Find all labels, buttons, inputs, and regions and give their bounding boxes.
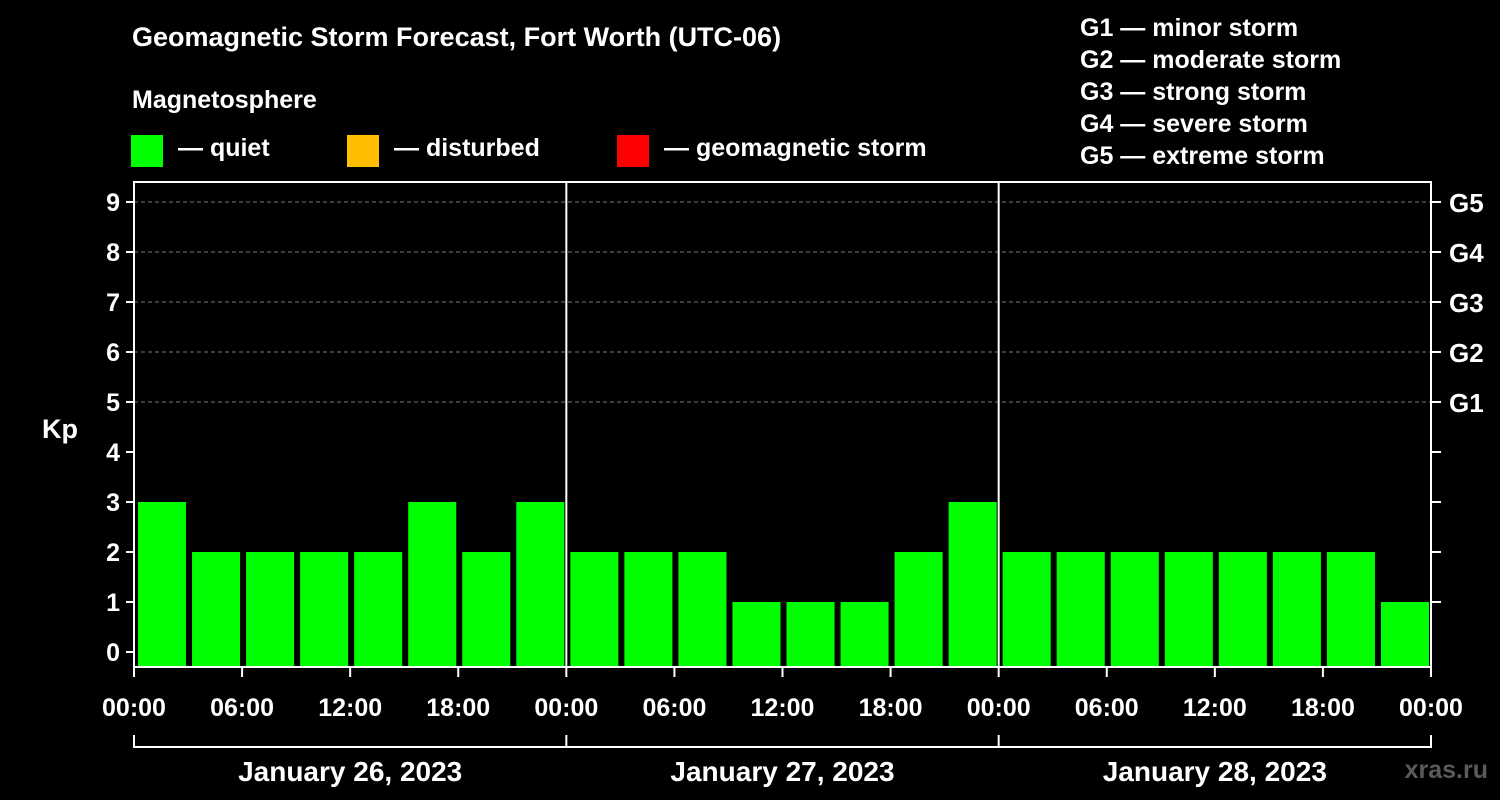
kp-bar [192,552,241,667]
g-scale-g2: G2 — moderate storm [1080,46,1342,74]
kp-bar [462,552,511,667]
kp-bar [1218,552,1267,667]
x-tick-label: 18:00 [859,694,923,722]
legend-label-quiet: — quiet [178,134,270,162]
day-label: January 27, 2023 [670,756,894,787]
y-tick-label: 5 [106,389,120,417]
g-tick-label: G1 [1449,388,1484,418]
x-tick-label: 18:00 [1291,694,1355,722]
day-label: January 26, 2023 [238,756,462,787]
y-tick-label: 9 [106,189,120,217]
g-tick-label: G5 [1449,188,1484,218]
kp-bar [1164,552,1213,667]
chart-title: Geomagnetic Storm Forecast, Fort Worth (… [132,22,782,52]
y-tick-label: 4 [106,439,120,467]
watermark: xras.ru [1404,756,1488,784]
legend-swatch-disturbed [347,135,379,167]
y-tick-label: 7 [106,289,120,317]
kp-bar [1326,552,1375,667]
kp-bar [1056,552,1105,667]
kp-bar [1002,552,1051,667]
legend-swatch-quiet [131,135,163,167]
x-tick-label: 06:00 [210,694,274,722]
kp-bar [516,502,565,667]
g-scale-g4: G4 — severe storm [1080,110,1308,138]
kp-bar [300,552,349,667]
kp-bar [138,502,187,667]
y-tick-label: 3 [106,489,120,517]
kp-bar [570,552,619,667]
y-tick-label: 1 [106,589,120,617]
g-tick-label: G4 [1449,238,1484,268]
y-axis-label: Kp [42,414,78,444]
kp-bar [732,602,781,667]
kp-bar [246,552,295,667]
y-tick-label: 8 [106,239,120,267]
x-tick-label: 00:00 [534,694,598,722]
legend-swatch-storm [617,135,649,167]
x-tick-label: 06:00 [642,694,706,722]
kp-bar [894,552,943,667]
x-tick-label: 12:00 [1183,694,1247,722]
kp-bar [408,502,457,667]
y-tick-label: 6 [106,339,120,367]
day-label: January 28, 2023 [1103,756,1327,787]
kp-bar [354,552,403,667]
g-scale-g5: G5 — extreme storm [1080,142,1325,170]
x-tick-label: 06:00 [1075,694,1139,722]
kp-bar [948,502,997,667]
x-tick-label: 00:00 [967,694,1031,722]
legend-heading: Magnetosphere [132,86,317,114]
x-tick-label: 18:00 [426,694,490,722]
g-scale-g3: G3 — strong storm [1080,78,1307,106]
g-scale-g1: G1 — minor storm [1080,14,1299,42]
g-tick-label: G3 [1449,288,1484,318]
x-tick-label: 00:00 [1399,694,1463,722]
legend-label-disturbed: — disturbed [394,134,540,162]
kp-bar [786,602,835,667]
kp-bar [624,552,673,667]
x-tick-label: 00:00 [102,694,166,722]
x-tick-label: 12:00 [318,694,382,722]
g-tick-label: G2 [1449,338,1484,368]
kp-bar [678,552,727,667]
legend-label-storm: — geomagnetic storm [664,134,927,162]
kp-bar [840,602,889,667]
kp-bar [1110,552,1159,667]
kp-bar [1272,552,1321,667]
y-tick-label: 2 [106,539,120,567]
x-tick-label: 12:00 [751,694,815,722]
kp-bar [1380,602,1429,667]
y-tick-label: 0 [106,639,120,667]
